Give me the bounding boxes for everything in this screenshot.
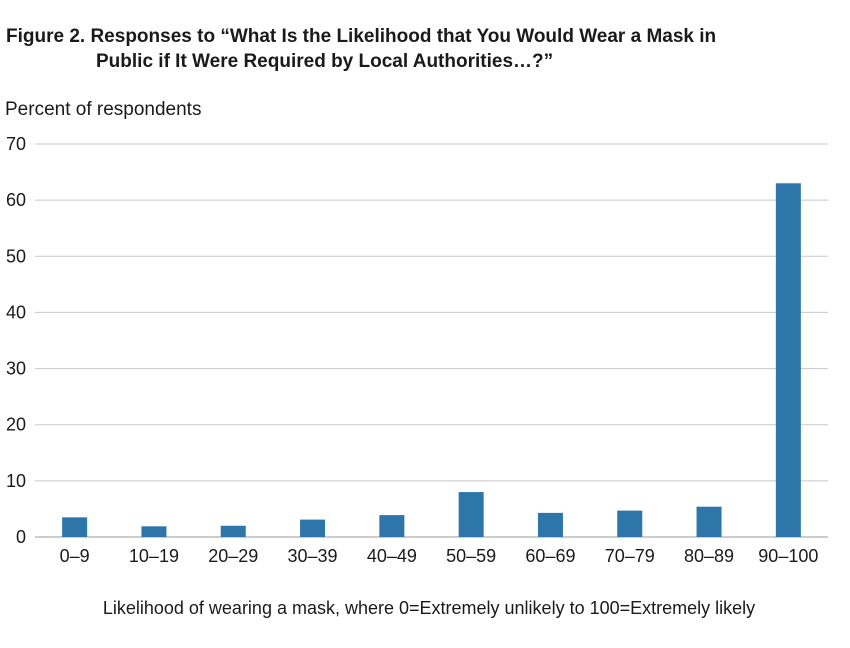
y-tick-label-50: 50 <box>6 246 26 266</box>
chart-title-line-2: Public if It Were Required by Local Auth… <box>96 51 554 72</box>
x-tick-label-70–79: 70–79 <box>605 546 655 566</box>
grid-lines <box>35 143 828 538</box>
bar-90–100 <box>775 183 801 538</box>
x-tick-label-20–29: 20–29 <box>208 546 258 566</box>
x-tick-label-80–89: 80–89 <box>684 546 734 566</box>
bars <box>62 183 801 538</box>
x-axis-label: Likelihood of wearing a mask, where 0=Ex… <box>102 598 756 618</box>
chart-title-line-1: Figure 2. Responses to “What Is the Like… <box>6 26 717 47</box>
x-tick-label-60–69: 60–69 <box>525 546 575 566</box>
y-tick-label-20: 20 <box>6 415 26 435</box>
y-tick-label-10: 10 <box>6 471 26 491</box>
bar-60–69 <box>537 512 563 537</box>
x-tick-label-10–19: 10–19 <box>129 546 179 566</box>
y-axis-label: Percent of respondents <box>5 99 202 120</box>
bar-0–9 <box>62 517 88 537</box>
y-tick-label-40: 40 <box>6 302 26 322</box>
y-tick-label-30: 30 <box>6 359 26 379</box>
x-tick-label-40–49: 40–49 <box>367 546 417 566</box>
bar-10–19 <box>141 526 167 537</box>
bar-40–49 <box>379 515 405 537</box>
bar-30–39 <box>300 519 326 537</box>
bar-20–29 <box>220 525 246 537</box>
x-tick-label-50–59: 50–59 <box>446 546 496 566</box>
x-tick-label-30–39: 30–39 <box>288 546 338 566</box>
bar-chart: 0 10 20 30 40 50 60 70 0–9 10–19 20–29 30–39 40–49 5… <box>6 134 828 566</box>
y-tick-label-0: 0 <box>16 527 26 547</box>
bar-70–79 <box>617 510 643 537</box>
y-axis-ticks: 0 10 20 30 40 50 60 70 <box>6 134 26 547</box>
chart-title: Figure 2. Responses to “What Is the Like… <box>6 24 836 74</box>
x-tick-label-90–100: 90–100 <box>758 546 818 566</box>
x-axis-ticks: 0–9 10–19 20–29 30–39 40–49 50–59 60–69 70–79 80… <box>60 546 819 566</box>
y-tick-label-70: 70 <box>6 134 26 154</box>
y-tick-label-60: 60 <box>6 190 26 210</box>
bar-50–59 <box>458 492 484 537</box>
x-tick-label-0–9: 0–9 <box>60 546 90 566</box>
bar-80–89 <box>696 506 722 537</box>
